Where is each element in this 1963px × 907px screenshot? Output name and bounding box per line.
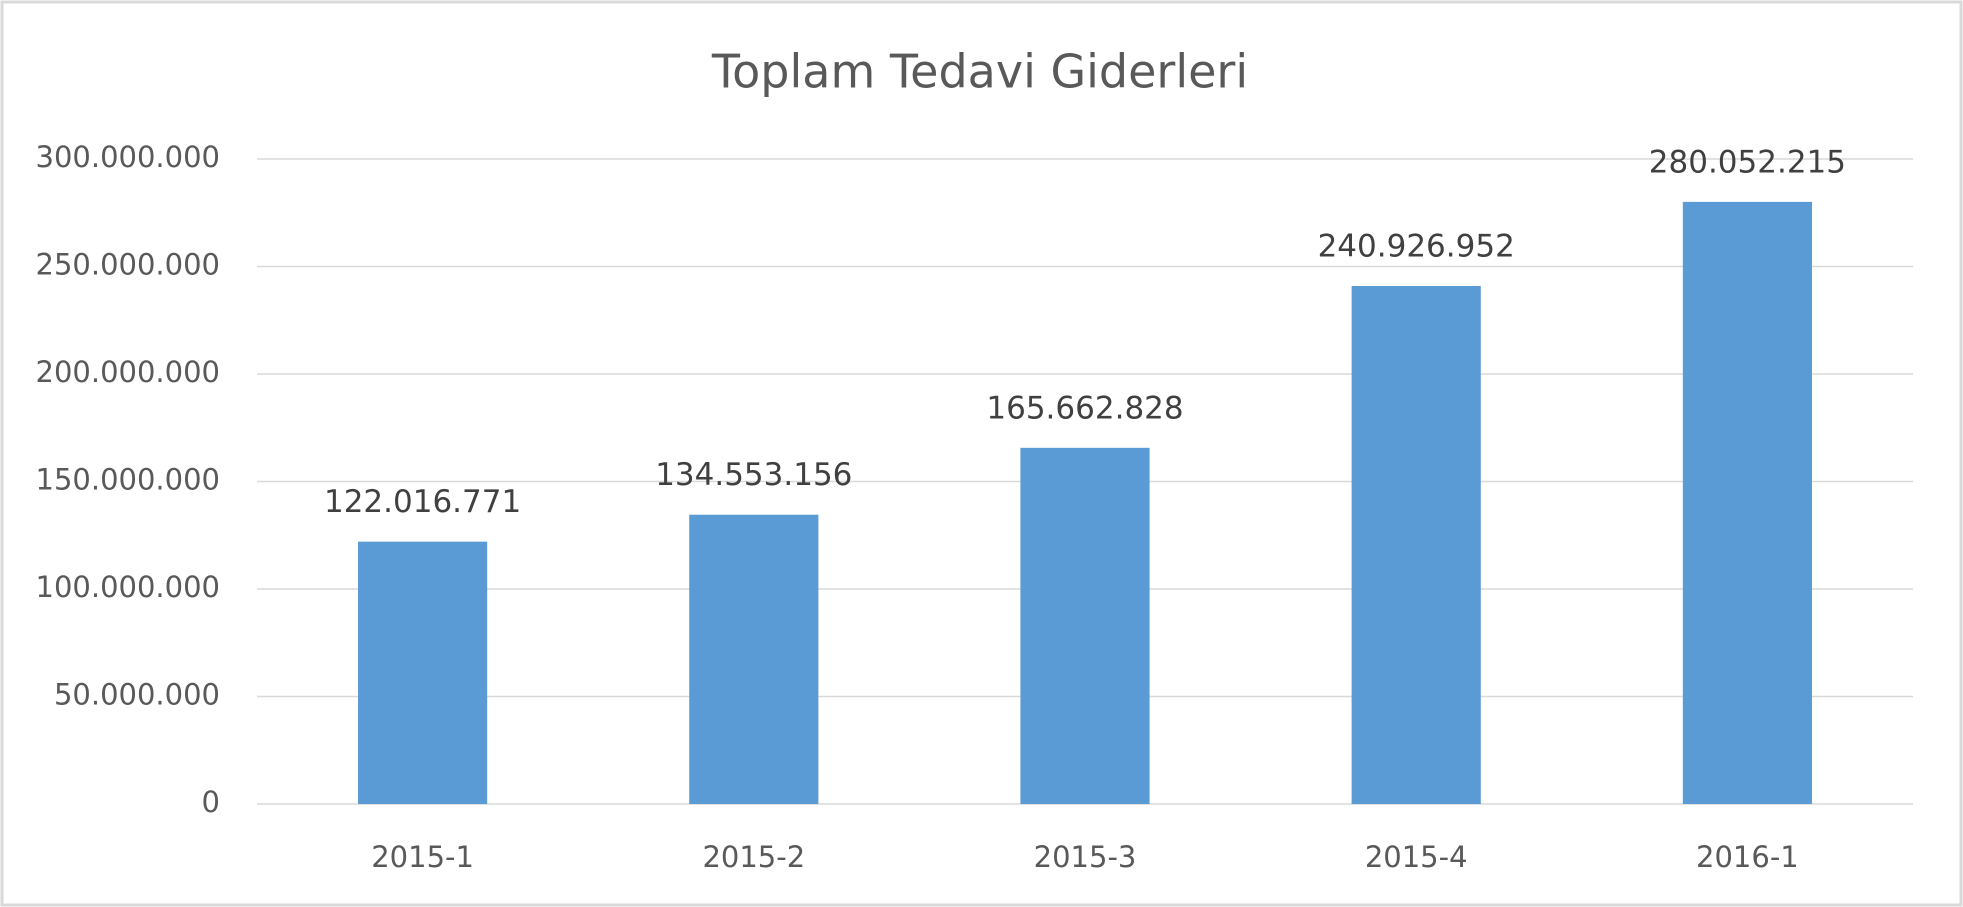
x-tick-label: 2015-1 xyxy=(371,840,474,874)
bar xyxy=(1020,447,1150,804)
bar xyxy=(1351,286,1481,804)
y-tick-label: 0 xyxy=(202,785,220,819)
data-label: 122.016.771 xyxy=(324,484,521,520)
x-tick-label: 2015-2 xyxy=(702,840,805,874)
y-tick-label: 100.000.000 xyxy=(36,570,221,604)
y-tick-label: 200.000.000 xyxy=(36,355,221,389)
y-tick-label: 250.000.000 xyxy=(36,248,221,282)
x-tick-label: 2016-1 xyxy=(1696,840,1799,874)
y-tick-label: 50.000.000 xyxy=(54,678,220,712)
x-tick-label: 2015-4 xyxy=(1365,840,1468,874)
y-tick-label: 150.000.000 xyxy=(36,463,221,497)
chart-title: Toplam Tedavi Giderleri xyxy=(711,45,1248,99)
x-tick-label: 2015-3 xyxy=(1034,840,1137,874)
y-tick-label: 300.000.000 xyxy=(36,140,221,174)
data-label: 280.052.215 xyxy=(1649,144,1846,180)
bar xyxy=(689,514,819,804)
bar xyxy=(358,541,488,804)
bar xyxy=(1682,201,1812,804)
data-label: 165.662.828 xyxy=(986,390,1183,426)
data-label: 134.553.156 xyxy=(655,457,852,493)
data-label: 240.926.952 xyxy=(1318,229,1515,265)
